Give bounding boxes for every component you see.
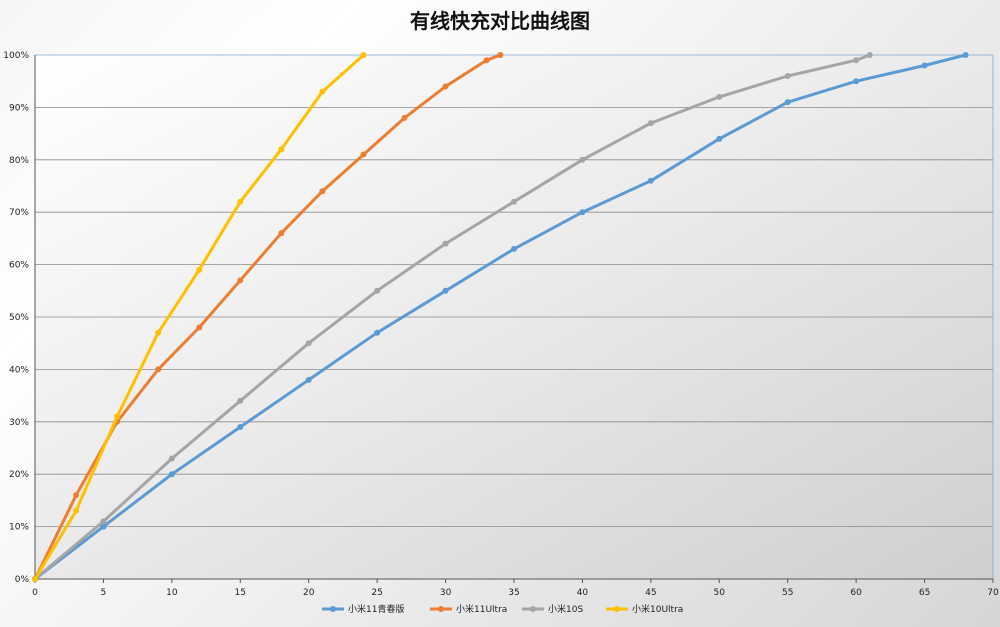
x-tick-label: 25 — [371, 588, 382, 598]
legend-item: 小米10Ultra — [606, 603, 683, 615]
x-tick-label: 10 — [166, 588, 178, 598]
y-tick-label: 70% — [9, 208, 29, 218]
data-point — [374, 287, 381, 294]
data-point — [511, 198, 517, 205]
legend-label: 小米10S — [548, 603, 583, 615]
data-point — [921, 62, 928, 69]
legend: 小米11青春版 小米11Ultra 小米10S 小米10Ultra — [322, 603, 683, 615]
y-tick-label: 0% — [15, 575, 30, 585]
y-tick-label: 90% — [9, 103, 29, 113]
data-point — [278, 230, 285, 237]
data-point — [237, 198, 244, 205]
data-point — [784, 72, 791, 79]
data-point — [442, 240, 449, 247]
legend-label: 小米10Ultra — [632, 603, 683, 615]
data-point — [196, 324, 203, 331]
data-point — [374, 329, 381, 336]
series-2 — [32, 52, 504, 582]
y-tick-label: 100% — [3, 51, 29, 61]
x-tick-label: 70 — [987, 588, 999, 598]
data-point — [278, 146, 285, 153]
x-tick-label: 20 — [303, 588, 315, 598]
legend-label: 小米11Ultra — [456, 603, 507, 615]
data-point — [237, 397, 244, 404]
series-3 — [32, 52, 873, 582]
data-point — [155, 329, 162, 336]
legend-swatch-marker — [530, 606, 536, 612]
data-point — [716, 93, 723, 100]
y-tick-label: 30% — [9, 418, 29, 428]
data-point — [647, 120, 654, 127]
y-tick-label: 80% — [9, 156, 29, 166]
legend-swatch-marker — [438, 606, 444, 612]
x-tick-label: 65 — [919, 588, 930, 598]
x-tick-label: 5 — [101, 588, 107, 598]
data-point — [305, 376, 312, 383]
x-tick-label: 0 — [32, 588, 38, 598]
data-point — [360, 151, 367, 158]
y-tick-label: 50% — [9, 313, 29, 323]
data-point — [319, 188, 326, 195]
data-point — [155, 366, 162, 373]
data-point — [866, 52, 873, 58]
x-tick-label: 45 — [645, 588, 656, 598]
data-point — [853, 78, 860, 85]
series-4 — [32, 52, 367, 582]
series-layer — [32, 52, 969, 582]
data-point — [716, 135, 723, 142]
gridlines — [35, 54, 994, 579]
x-tick-label: 55 — [782, 588, 793, 598]
x-tick-label: 35 — [508, 588, 519, 598]
x-tick-label: 60 — [850, 588, 862, 598]
data-point — [647, 177, 654, 184]
legend-item: 小米10S — [522, 603, 583, 615]
y-tick-label: 60% — [9, 261, 29, 271]
data-point — [579, 209, 586, 216]
legend-item: 小米11Ultra — [430, 603, 507, 615]
data-point — [579, 156, 586, 163]
data-point — [114, 413, 121, 420]
data-point — [442, 287, 449, 294]
data-point — [401, 114, 408, 121]
legend-swatch-marker — [330, 606, 336, 612]
y-tick-label: 10% — [9, 523, 29, 533]
legend-swatch-marker — [614, 606, 620, 612]
data-point — [962, 52, 969, 58]
data-point — [237, 277, 244, 284]
data-point — [853, 57, 860, 64]
data-point — [168, 455, 175, 462]
data-point — [196, 266, 203, 273]
data-point — [168, 471, 175, 478]
x-tick-label: 30 — [440, 588, 452, 598]
data-point — [100, 518, 107, 525]
data-point — [442, 83, 449, 90]
chart-title: 有线快充对比曲线图 — [410, 9, 590, 33]
data-point — [483, 57, 490, 64]
data-point — [100, 523, 107, 530]
data-point — [73, 507, 80, 514]
y-tick-label: 20% — [9, 470, 29, 480]
data-point — [237, 424, 244, 431]
axes: 0% 10% 20% 30% 40% 50% 60% 70% 80% 90% 100% 0 5 10 15 2… — [3, 51, 999, 598]
data-point — [32, 576, 38, 582]
x-tick-label: 15 — [235, 588, 246, 598]
data-point — [497, 52, 504, 58]
legend-item: 小米11青春版 — [322, 603, 404, 615]
data-point — [511, 245, 517, 252]
data-point — [784, 99, 791, 106]
series-line — [33, 53, 872, 581]
x-tick-label: 40 — [577, 588, 589, 598]
data-point — [73, 492, 80, 499]
data-point — [305, 340, 312, 347]
legend-label: 小米11青春版 — [348, 603, 404, 615]
data-point — [319, 88, 326, 95]
y-tick-label: 40% — [9, 365, 29, 375]
data-point — [360, 52, 367, 58]
x-tick-label: 50 — [714, 588, 726, 598]
